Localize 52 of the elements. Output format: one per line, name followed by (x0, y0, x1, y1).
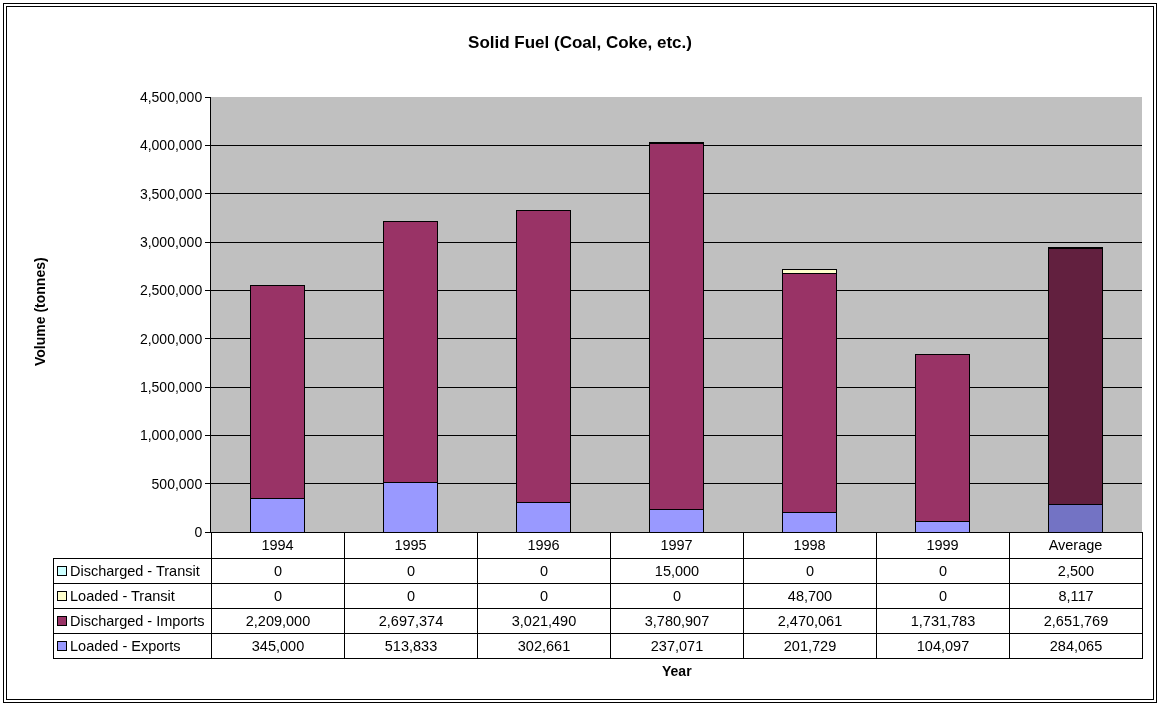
data-label: 2,500 (1057, 563, 1095, 579)
data-label: 2,697,374 (378, 613, 444, 629)
data-label: 0 (406, 588, 416, 604)
y-tick-label: 4,500,000 (139, 88, 203, 105)
data-label: 302,661 (517, 638, 571, 654)
data-label: 284,065 (1049, 638, 1103, 654)
legend-label: Discharged - Imports (70, 613, 205, 629)
data-label: 15,000 (654, 563, 700, 579)
y-tick-label: 2,000,000 (139, 330, 203, 347)
data-label: 3,780,907 (644, 613, 710, 629)
data-label: 2,651,769 (1043, 613, 1109, 629)
data-label: 0 (805, 563, 815, 579)
x-tick-label: 1995 (394, 537, 427, 554)
data-label: 0 (273, 563, 283, 579)
data-label: 0 (406, 563, 416, 579)
data-label: 0 (273, 588, 283, 604)
y-tick-label: 0 (194, 523, 203, 540)
text: Year (662, 663, 693, 679)
data-label: 0 (938, 588, 948, 604)
data-label: 2,470,061 (777, 613, 843, 629)
x-tick-label: 1998 (793, 537, 826, 554)
data-label: 8,117 (1058, 588, 1094, 604)
data-label: 3,021,490 (511, 613, 577, 629)
legend-label: Loaded - Transit (70, 588, 175, 604)
y-tick-label: 1,500,000 (139, 378, 203, 395)
data-label: 0 (539, 563, 549, 579)
data-label: 2,209,000 (245, 613, 311, 629)
y-tick-label: 2,500,000 (139, 282, 203, 299)
y-tick-label: 500,000 (151, 475, 203, 492)
data-label: 345,000 (251, 638, 305, 654)
data-label: 201,729 (783, 638, 837, 654)
x-tick-label: 1996 (527, 537, 560, 554)
data-label: 0 (938, 563, 948, 579)
data-label: 0 (672, 588, 682, 604)
legend-label: Loaded - Exports (70, 638, 181, 654)
data-label: 104,097 (916, 638, 970, 654)
text: Volume (tonnes) (32, 257, 48, 366)
x-tick-label: 1994 (261, 537, 294, 554)
x-tick-label: 1999 (926, 537, 959, 554)
data-label: 0 (539, 588, 549, 604)
y-tick-label: 3,000,000 (139, 233, 203, 250)
y-tick-label: 1,000,000 (139, 427, 203, 444)
data-label: 48,700 (787, 588, 833, 604)
data-label: 237,071 (650, 638, 704, 654)
y-tick-label: 3,500,000 (139, 185, 203, 202)
y-tick-label: 4,000,000 (139, 137, 203, 154)
data-label: 1,731,783 (910, 613, 976, 629)
x-tick-label: Average (1048, 537, 1103, 554)
x-tick-label: 1997 (660, 537, 693, 554)
data-label: 513,833 (384, 638, 438, 654)
legend-label: Discharged - Transit (70, 563, 200, 579)
chart-title: Solid Fuel (Coal, Coke, etc.) (468, 32, 692, 52)
